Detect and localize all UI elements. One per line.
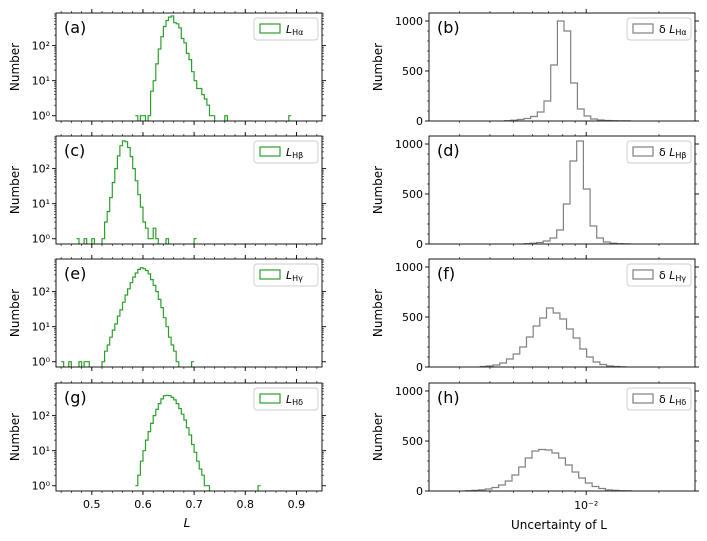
y-tick-label: 500: [402, 188, 423, 201]
panel-f: 0 500 1000 Number (f) δ LHγ: [371, 255, 699, 374]
axes-frame: [55, 382, 323, 492]
axes-frame: [55, 12, 323, 122]
y-axis-label: Number: [371, 43, 385, 91]
legend-swatch: [632, 146, 654, 157]
y-tick-label: 10¹: [32, 198, 50, 211]
y-axis-label: Number: [8, 413, 22, 461]
y-axis-label: Number: [8, 166, 22, 214]
y-tick-label: 500: [402, 65, 423, 78]
y-tick-label: 10⁰: [32, 480, 51, 493]
y-axis-label: Number: [371, 413, 385, 461]
x-tick-label: 10⁻²: [574, 499, 598, 512]
y-tick-label: 500: [402, 435, 423, 448]
histogram-outline: [135, 15, 292, 121]
panel-label: (b): [437, 18, 460, 37]
y-tick-label: 0: [416, 485, 423, 498]
legend-label: δ LHα: [659, 23, 687, 37]
legend-swatch: [259, 146, 281, 157]
y-tick-label: 10⁰: [32, 110, 51, 123]
y-tick-label: 500: [402, 311, 423, 324]
y-tick-label: 10¹: [32, 75, 50, 88]
panel-d: 0 500 1000 Number (d) δ LHβ: [371, 132, 699, 251]
y-axis-label: Number: [8, 43, 22, 91]
y-tick-label: 0: [416, 115, 423, 128]
y-axis-label: Number: [371, 289, 385, 337]
y-tick-label: 10²: [32, 286, 50, 299]
x-tick-label: 0.6: [134, 498, 152, 511]
y-tick-label: 10⁰: [32, 233, 51, 246]
legend-swatch: [259, 23, 281, 34]
axes-frame: [55, 135, 323, 245]
y-tick-label: 0: [416, 238, 423, 251]
histogram-outline: [504, 20, 631, 121]
axes-frame: [428, 135, 696, 245]
histogram-outline: [76, 140, 197, 244]
legend-swatch: [632, 269, 654, 280]
axes-frame: [55, 258, 323, 368]
y-tick-label: 1000: [395, 138, 423, 151]
legend-label: LHα: [286, 23, 303, 37]
x-axis-label-left: L: [184, 516, 191, 530]
legend-label: δ LHγ: [659, 269, 686, 283]
panel-h: 0 500 1000 10⁻² Number (h) δ LHδ: [371, 379, 699, 512]
x-axis-label-right: Uncertainty of L: [511, 518, 607, 532]
legend-label: LHδ: [286, 393, 303, 407]
y-axis-label: Number: [371, 166, 385, 214]
panel-label: (e): [64, 264, 86, 283]
legend-swatch: [632, 23, 654, 34]
legend-swatch: [259, 393, 281, 404]
histogram-outline: [523, 140, 631, 244]
panel-b: 0 500 1000 Number (b) δ LHα: [371, 9, 699, 128]
axes-frame: [428, 12, 696, 122]
y-tick-label: 1000: [395, 261, 423, 274]
axes-frame: [428, 258, 696, 368]
y-axis-label: Number: [8, 289, 22, 337]
panel-a: 10⁰ 10¹ 10² Number (a) LHα: [8, 9, 326, 125]
panel-label: (h): [437, 388, 460, 407]
y-tick-label: 1000: [395, 385, 423, 398]
panel-label: (f): [437, 264, 455, 283]
legend-label: δ LHδ: [659, 393, 686, 407]
y-tick-label: 0: [416, 361, 423, 374]
panel-label: (g): [64, 388, 87, 407]
x-tick-label: 0.9: [288, 498, 306, 511]
panel-label: (d): [437, 141, 460, 160]
y-tick-label: 10¹: [32, 445, 50, 458]
y-tick-label: 10²: [32, 410, 50, 423]
histogram-outline: [135, 394, 261, 491]
panel-g: 10⁰ 10¹ 10² 0.5 0.6 0.7 0.8 0.9 Number (g) LHδ: [8, 379, 326, 511]
x-tick-label: 0.5: [83, 498, 101, 511]
x-tick-label: 0.7: [185, 498, 203, 511]
x-tick-label: 0.8: [237, 498, 255, 511]
panel-label: (c): [64, 141, 85, 160]
histogram-outline: [465, 448, 633, 491]
histogram-outline: [479, 307, 627, 367]
panel-label: (a): [64, 18, 86, 37]
panel-c: 10⁰ 10¹ 10² Number (c) LHβ: [8, 132, 326, 248]
legend-swatch: [632, 393, 654, 404]
legend-swatch: [259, 269, 281, 280]
y-tick-label: 1000: [395, 15, 423, 28]
axes-frame: [428, 382, 696, 492]
y-tick-label: 10⁰: [32, 356, 51, 369]
y-tick-label: 10¹: [32, 321, 50, 334]
legend-label: LHβ: [286, 146, 303, 160]
legend-label: LHγ: [286, 269, 303, 283]
y-tick-label: 10²: [32, 163, 50, 176]
histogram-outline: [61, 267, 195, 367]
panel-e: 10⁰ 10¹ 10² Number (e) LHγ: [8, 255, 326, 371]
legend-label: δ LHβ: [659, 146, 687, 160]
y-tick-label: 10²: [32, 40, 50, 53]
